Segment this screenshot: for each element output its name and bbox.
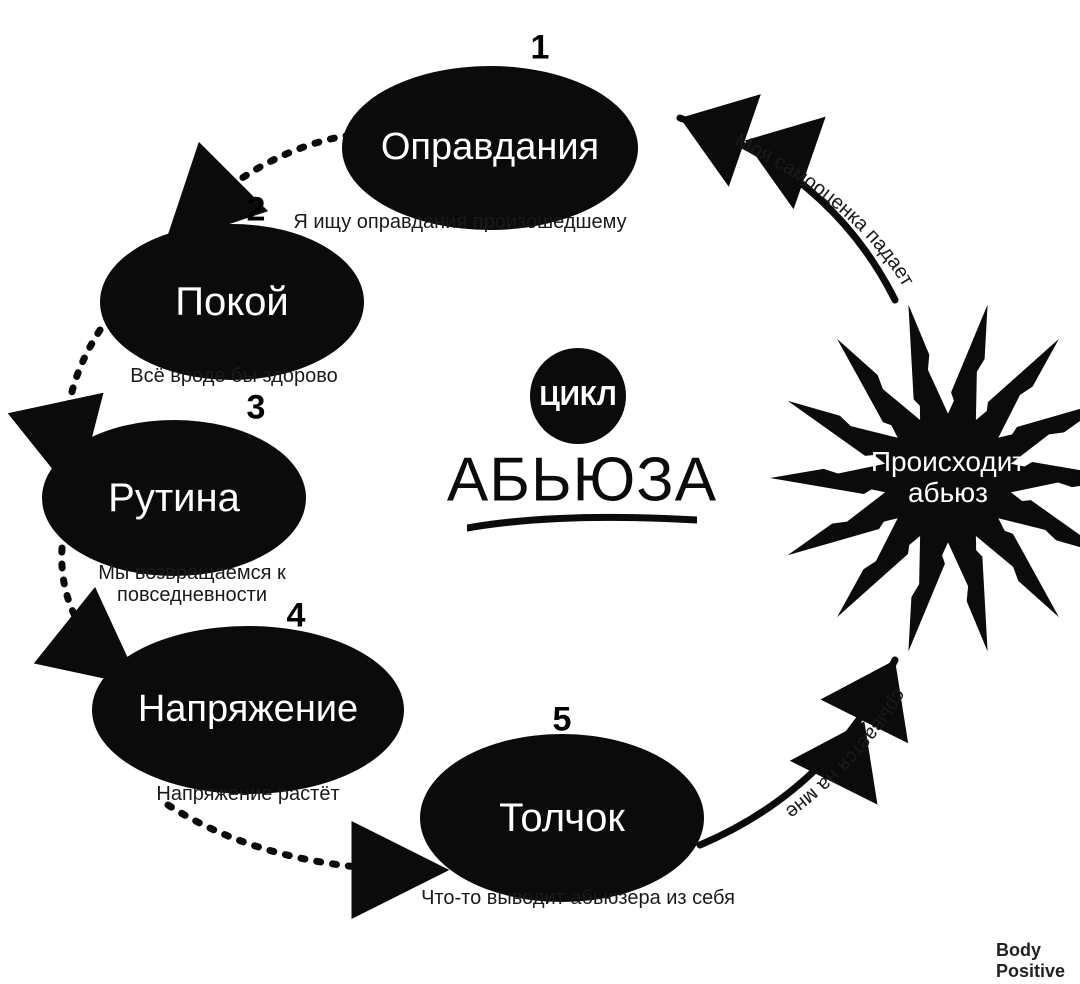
node-2-caption: Всё вроде бы здорово xyxy=(130,365,337,387)
node-5: Толчок xyxy=(420,734,704,902)
node-3-number: 3 xyxy=(247,389,266,428)
curved-caption: Моя самооценка падает xyxy=(731,129,918,290)
node-1-label: Оправдания xyxy=(381,128,599,168)
node-4-number: 4 xyxy=(287,597,306,636)
node-1: Оправдания xyxy=(342,66,638,230)
node-1-number: 1 xyxy=(531,29,550,68)
node-5-label: Толчок xyxy=(499,797,625,839)
node-2-number: 2 xyxy=(247,191,266,230)
node-3-label: Рутина xyxy=(108,477,240,519)
node-4-label: Напряжение xyxy=(138,690,358,730)
curved-caption: срывается на мне xyxy=(781,685,910,823)
node-4: Напряжение xyxy=(92,626,404,794)
node-5-caption: Что-то выводит абьюзера из себя xyxy=(421,887,735,909)
node-3: Рутина xyxy=(42,420,306,576)
node-1-caption: Я ищу оправдания произошедшему xyxy=(293,211,626,233)
node-2-label: Покой xyxy=(175,281,289,323)
credit-text: Body Positive xyxy=(996,940,1080,982)
node-5-number: 5 xyxy=(553,701,572,740)
node-2: Покой xyxy=(100,224,364,380)
node-4-caption: Напряжение растёт xyxy=(156,783,339,805)
node-3-caption: Мы возвращаемся к повседневности xyxy=(98,562,286,606)
